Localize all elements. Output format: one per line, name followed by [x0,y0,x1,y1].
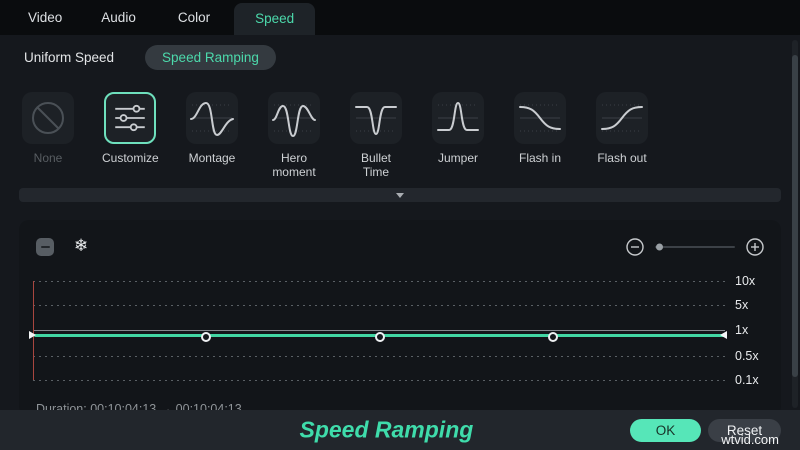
preset-hero-moment[interactable]: Hero moment [266,92,322,179]
preset-label: None [33,151,63,165]
vertical-scrollbar [792,40,798,408]
playhead-line[interactable] [33,281,34,380]
chevron-down-icon [396,192,404,198]
preset-label: Jumper [437,151,478,165]
curve-end-handle[interactable] [720,331,727,339]
gridline-0-1x [33,380,725,381]
collapse-presets-bar[interactable] [19,188,781,202]
tab-video[interactable]: Video [28,10,63,25]
gridline-10x [33,281,725,282]
tab-color[interactable]: Color [177,10,211,25]
scrollbar-thumb[interactable] [792,55,798,377]
hero-moment-curve-icon [268,92,320,144]
reset-button[interactable]: Reset [708,419,781,442]
preset-jumper[interactable]: Jumper [430,92,486,179]
none-icon [22,92,74,144]
zoom-in-button[interactable] [746,238,764,256]
graph-zoom-controls [626,238,764,256]
minus-icon [40,246,50,248]
panel-title: Speed Ramping [299,416,474,443]
preset-list: None Customize [20,92,650,179]
preset-label: Montage [188,151,236,165]
y-axis-label: 5x [735,298,749,312]
footer-bar: Speed Ramping OK Reset wtvid.com [0,410,800,450]
montage-curve-icon [186,92,238,144]
keyframe-point[interactable] [548,332,558,342]
gridline-1x [33,330,725,331]
preset-montage[interactable]: Montage [184,92,240,179]
freeze-frame-icon[interactable]: ❄ [74,236,89,256]
tab-audio[interactable]: Audio [101,10,136,25]
ok-button[interactable]: OK [630,419,701,442]
remove-keyframe-button[interactable] [36,238,54,256]
gridline-5x [33,305,725,306]
preset-label: Flash in [518,151,562,165]
curve-start-handle[interactable] [29,331,36,339]
bullet-time-curve-icon [350,92,402,144]
customize-sliders-icon [104,92,156,144]
speed-ramping-toggle[interactable]: Speed Ramping [145,44,276,70]
preset-label: Flash out [597,151,647,165]
preset-customize[interactable]: Customize [102,92,159,179]
keyframe-point[interactable] [375,332,385,342]
y-axis-label: 0.1x [735,373,759,387]
zoom-out-button[interactable] [626,238,644,256]
watermark: wtvid.com [721,432,779,447]
y-axis-label: 10x [735,274,756,288]
flash-in-curve-icon [514,92,566,144]
preset-label: Customize [102,151,159,165]
keyframe-point[interactable] [201,332,211,342]
y-axis-label: 0.5x [735,349,759,363]
y-axis-label: 1x [735,323,749,337]
flash-out-curve-icon [596,92,648,144]
preset-flash-out[interactable]: Flash out [594,92,650,179]
jumper-curve-icon [432,92,484,144]
preset-none[interactable]: None [20,92,76,179]
tab-speed[interactable]: Speed [234,3,316,35]
uniform-speed-toggle[interactable]: Uniform Speed [24,49,115,65]
preset-bullet-time[interactable]: Bullet Time [348,92,404,179]
graph-zoom-slider[interactable] [655,243,735,251]
speed-mode-row: Uniform Speed Speed Ramping [0,35,800,79]
tab-bar: Video Audio Color Speed [0,0,800,35]
zoom-slider-knob[interactable] [656,243,663,251]
speed-graph-panel: ❄ 10x 5x 1x 0.5x 0.1x [19,220,781,416]
gridline-0-5x [33,356,725,357]
preset-label: Hero moment [272,151,316,179]
preset-label: Bullet Time [360,151,392,179]
preset-flash-in[interactable]: Flash in [512,92,568,179]
